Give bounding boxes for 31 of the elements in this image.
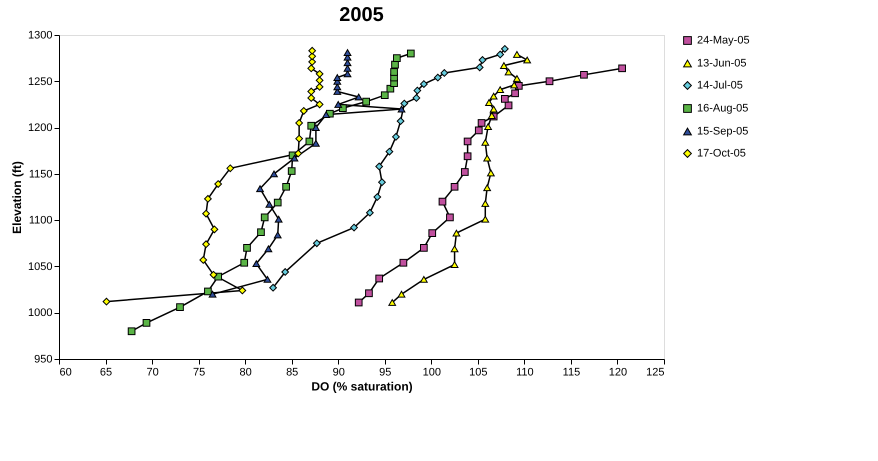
x-tick-label: 65 [100,366,112,378]
legend-label: 15-Sep-05 [697,126,748,138]
x-axis-title: DO (% saturation) [311,380,413,394]
x-tick-label: 115 [562,366,580,378]
y-tick-label: 1100 [28,214,52,227]
legend-label: 14-Jul-05 [697,80,743,92]
x-tick-label: 85 [286,366,298,378]
x-tick-label: 105 [469,366,488,378]
x-tick-label: 60 [60,366,72,378]
chart-title: 2005 [339,4,384,26]
y-axis-title: Elevation (ft) [10,161,24,234]
y-tick-label: 1250 [28,76,52,88]
legend-label: 13-Jun-05 [697,58,747,70]
y-tick-label: 950 [34,354,52,366]
y-tick-label: 1300 [28,30,52,42]
x-tick-label: 120 [608,366,628,378]
y-tick-label: 1050 [28,260,52,273]
legend-label: 24-May-05 [697,34,750,46]
x-tick-label: 75 [192,366,206,378]
x-tick-label: 70 [146,366,159,378]
y-tick-label: 1200 [28,122,52,134]
x-tick-label: 110 [516,366,534,378]
y-tick-label: 1000 [28,307,52,320]
legend-label: 16-Aug-05 [697,102,748,114]
x-tick-label: 125 [646,366,664,378]
x-tick-label: 95 [379,366,392,378]
x-tick-label: 90 [332,366,345,378]
x-tick-label: 80 [240,366,252,378]
x-tick-label: 100 [422,366,441,378]
y-tick-label: 1150 [28,168,52,180]
legend-label: 17-Oct-05 [697,148,746,160]
